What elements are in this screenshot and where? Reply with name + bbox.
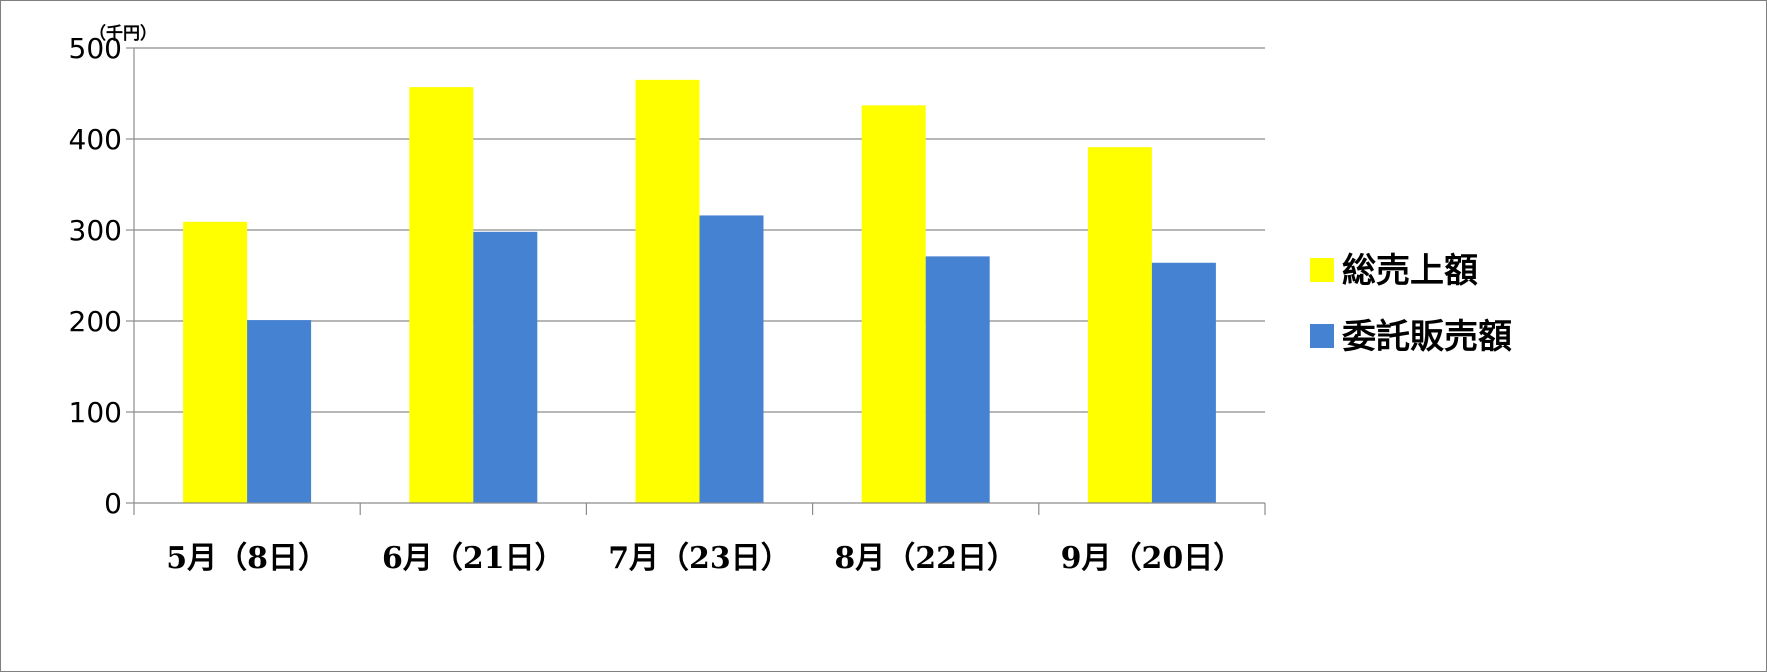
y-tick-label: 200 [69,305,122,338]
bar-consignment-sales-1 [247,320,312,503]
y-tick-labels: 0 100 200 300 400 500 [69,32,122,520]
bar-consignment-sales-3 [699,215,764,503]
x-tick-label: 9月（20日） [1061,541,1244,576]
y-unit-label: （千円） [89,23,157,44]
bar-total-sales-5 [1087,147,1152,503]
axes [126,47,1266,515]
bar-total-sales-1 [183,221,248,503]
bar-total-sales-2 [409,87,474,503]
bars [183,79,1216,503]
x-tick-label: 7月（23日） [608,541,791,576]
x-tick-label: 5月（8日） [166,541,328,576]
y-tick-label: 100 [69,396,122,429]
bar-total-sales-4 [861,105,926,503]
legend-swatch [1310,258,1334,282]
x-tick-labels: 5月（8日） 6月（21日） 7月（23日） 8月（22日） 9月（20日） [166,541,1243,576]
y-tick-label: 400 [69,123,122,156]
bar-consignment-sales-2 [473,231,538,503]
legend-swatch [1310,324,1334,348]
bar-consignment-sales-4 [925,256,990,503]
bar-total-sales-3 [635,79,700,503]
bar-consignment-sales-5 [1151,262,1216,503]
x-tick-label: 6月（21日） [382,541,565,576]
y-tick-label: 500 [69,32,122,65]
y-tick-label: 300 [69,214,122,247]
y-tick-label: 0 [104,487,122,520]
legend-label: 委託販売額 [1342,317,1512,357]
x-tick-label: 8月（22日） [834,541,1017,576]
legend-label: 総売上額 [1342,251,1478,291]
